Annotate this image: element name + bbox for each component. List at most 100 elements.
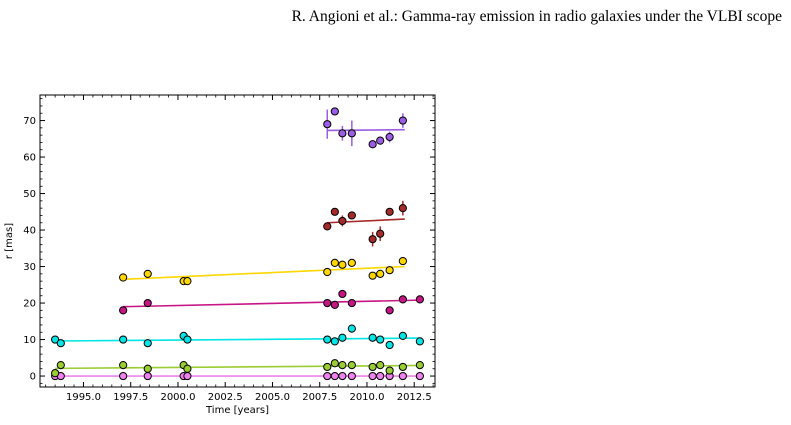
data-point-5-2 — [338, 216, 347, 226]
x-tick-label-4: 2005.0 — [255, 392, 290, 403]
fit-line-3 — [123, 299, 420, 308]
data-point-4-10 — [385, 266, 394, 275]
y-axis-label: r [mas] — [4, 223, 15, 259]
y-tick-label-4: 40 — [23, 226, 36, 237]
data-point-5-1 — [330, 207, 339, 216]
y-tick-label-5: 50 — [23, 189, 36, 200]
data-point-0-13 — [398, 371, 407, 381]
axis-labels: 1995.0 1997.5 2000.0 2002.5 2005.0 2007.5 2010… — [4, 116, 432, 416]
data-point-2-12 — [385, 340, 394, 350]
data-point-5-6 — [385, 207, 394, 216]
data-point-1-1 — [56, 361, 65, 370]
data-point-4-8 — [368, 271, 377, 280]
data-point-6-5 — [376, 136, 385, 145]
data-point-4-5 — [330, 258, 339, 267]
data-point-3-6 — [385, 306, 394, 315]
data-point-2-0 — [51, 335, 60, 344]
data-point-6-2 — [338, 129, 347, 138]
fit-line-2 — [55, 337, 420, 342]
data-points — [51, 107, 424, 381]
data-point-2-9 — [347, 324, 356, 333]
data-point-5-5 — [376, 229, 385, 238]
y-tick-label-7: 70 — [23, 116, 36, 127]
data-point-2-1 — [56, 339, 65, 348]
y-tick-label-3: 30 — [23, 262, 36, 273]
data-point-0-10 — [368, 371, 377, 381]
data-point-1-9 — [347, 361, 356, 370]
data-point-1-0 — [51, 369, 60, 378]
data-point-0-5 — [183, 371, 192, 381]
data-point-1-14 — [415, 361, 424, 370]
data-point-3-8 — [415, 295, 424, 304]
data-point-2-6 — [323, 335, 332, 344]
data-point-5-3 — [347, 211, 356, 220]
data-point-4-7 — [347, 258, 356, 267]
axis-ticks — [40, 95, 435, 387]
data-point-3-2 — [323, 298, 332, 308]
fit-line-1 — [55, 364, 420, 370]
data-point-6-7 — [398, 116, 407, 125]
data-point-2-8 — [338, 333, 347, 342]
data-point-4-1 — [143, 269, 152, 278]
x-tick-label-5: 2007.5 — [302, 392, 337, 403]
data-point-2-5 — [183, 335, 192, 344]
data-point-1-5 — [183, 364, 192, 373]
data-point-0-14 — [415, 371, 424, 381]
data-point-6-0 — [323, 120, 332, 129]
data-point-4-0 — [119, 273, 128, 282]
data-point-4-11 — [398, 256, 407, 266]
data-point-3-1 — [143, 298, 152, 308]
x-tick-label-1: 1997.5 — [113, 392, 148, 403]
data-point-0-9 — [347, 371, 356, 381]
data-point-3-5 — [347, 298, 356, 308]
data-point-2-7 — [330, 337, 339, 346]
y-tick-label-6: 60 — [23, 153, 36, 164]
data-point-6-3 — [347, 129, 356, 138]
data-point-0-11 — [376, 371, 385, 381]
data-point-6-1 — [330, 107, 339, 116]
x-tick-label-0: 1995.0 — [66, 392, 101, 403]
data-point-0-8 — [338, 371, 347, 381]
running-head: R. Angioni et al.: Gamma-ray emission in… — [291, 8, 782, 25]
data-point-1-11 — [376, 361, 385, 370]
data-point-2-10 — [368, 333, 377, 342]
data-point-1-3 — [143, 364, 152, 373]
data-point-0-2 — [119, 371, 128, 381]
data-point-0-3 — [143, 371, 152, 381]
plot-frame — [39, 94, 436, 388]
x-tick-label-2: 2000.0 — [160, 392, 195, 403]
fit-lines — [55, 128, 420, 377]
data-point-1-6 — [323, 362, 332, 372]
y-tick-label-0: 0 — [30, 372, 36, 383]
fit-line-6 — [327, 128, 405, 132]
y-tick-label-1: 10 — [23, 335, 36, 346]
data-point-3-4 — [338, 289, 347, 299]
data-point-5-7 — [398, 204, 407, 213]
fit-line-4 — [123, 265, 405, 281]
data-point-2-11 — [376, 335, 385, 344]
data-point-0-7 — [330, 371, 339, 381]
data-point-2-2 — [119, 335, 128, 344]
data-point-6-6 — [385, 132, 394, 142]
data-point-3-3 — [330, 300, 339, 309]
data-point-4-3 — [183, 277, 192, 286]
data-point-3-7 — [398, 295, 407, 304]
data-point-1-12 — [385, 366, 394, 375]
data-point-1-8 — [338, 361, 347, 370]
data-point-1-10 — [368, 362, 377, 372]
x-tick-label-6: 2010.0 — [349, 392, 384, 403]
data-point-2-14 — [415, 337, 424, 346]
data-point-1-13 — [398, 362, 407, 372]
data-point-0-6 — [323, 371, 332, 381]
data-point-1-2 — [119, 361, 128, 370]
y-tick-label-2: 20 — [23, 299, 36, 310]
data-point-5-4 — [368, 235, 377, 244]
x-tick-label-3: 2002.5 — [208, 392, 243, 403]
x-axis-label: Time [years] — [205, 405, 269, 416]
data-point-4-9 — [376, 269, 385, 278]
data-point-6-4 — [368, 140, 377, 149]
x-tick-label-7: 2012.5 — [397, 392, 432, 403]
data-point-4-6 — [338, 260, 347, 269]
data-point-3-0 — [119, 306, 128, 315]
